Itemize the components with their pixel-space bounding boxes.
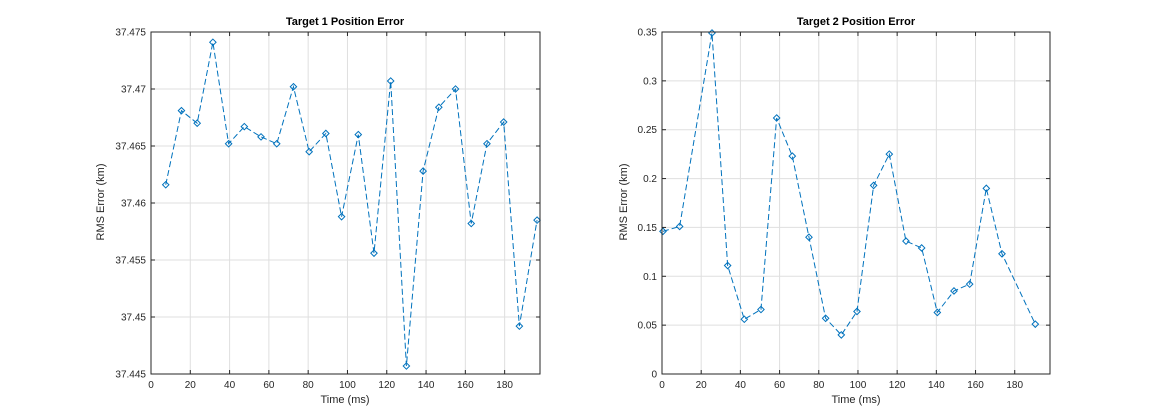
data-point xyxy=(805,233,813,242)
data-point xyxy=(1031,320,1040,329)
y-tick-label: 0.15 xyxy=(638,223,658,234)
data-point xyxy=(821,314,830,323)
y-tick-label: 37.465 xyxy=(115,142,146,153)
y-tick-label: 37.475 xyxy=(115,28,146,39)
data-point xyxy=(659,227,667,236)
x-tick-label: 120 xyxy=(378,380,395,391)
data-point xyxy=(515,322,524,331)
data-point xyxy=(272,139,281,148)
data-point xyxy=(772,114,781,122)
data-point xyxy=(419,167,428,175)
x-tick-label: 160 xyxy=(457,380,474,391)
y-tick-label: 0.1 xyxy=(643,272,657,283)
data-point xyxy=(354,130,363,139)
x-tick-label: 80 xyxy=(813,380,825,391)
x-tick-label: 80 xyxy=(303,380,315,391)
data-point xyxy=(386,77,395,85)
data-point xyxy=(257,132,265,141)
y-tick-label: 0 xyxy=(651,370,657,381)
data-point xyxy=(434,103,443,112)
data-point xyxy=(917,244,926,252)
data-point xyxy=(998,249,1006,258)
data-point xyxy=(370,249,378,258)
data-point xyxy=(208,38,217,47)
axes-box xyxy=(150,31,541,375)
x-tick-label: 20 xyxy=(696,380,708,391)
y-axis-label: RMS Error (km) xyxy=(95,164,107,241)
axes: 0 20 40 60 80 100 120 140 160 180 0 0.05 0.1 0.15 0.2 0… xyxy=(638,28,1051,391)
x-tick-label: 180 xyxy=(496,380,513,391)
x-tick-label: 40 xyxy=(735,380,747,391)
chart-title: Target 2 Position Error xyxy=(797,16,916,28)
data-point xyxy=(451,85,460,93)
data-point xyxy=(337,212,346,221)
data-point xyxy=(950,287,958,295)
data-point xyxy=(788,152,797,161)
plot-target-2: Target 2 Position Error Time (ms) RMS Er… xyxy=(618,16,1051,406)
y-tick-label: 37.47 xyxy=(121,85,146,96)
axes-box xyxy=(661,31,1051,375)
data-point xyxy=(161,180,170,189)
x-axis-label: Time (ms) xyxy=(320,394,369,406)
data-point xyxy=(321,129,330,138)
x-tick-label: 140 xyxy=(928,380,945,391)
y-tick-label: 0.25 xyxy=(638,125,658,136)
data-point xyxy=(224,139,233,148)
x-tick-label: 60 xyxy=(263,380,275,391)
y-tick-label: 0.05 xyxy=(638,321,658,332)
data-point xyxy=(902,237,910,246)
y-tick-label: 0.2 xyxy=(643,174,657,185)
data-point xyxy=(965,280,974,289)
y-tick-label: 37.45 xyxy=(121,313,146,324)
data-series xyxy=(659,29,1040,339)
y-tick-label: 37.46 xyxy=(121,199,146,210)
plot-target-1: Target 1 Position Error Time (ms) RMS Er… xyxy=(95,16,541,406)
x-tick-label: 40 xyxy=(224,380,236,391)
grid xyxy=(150,31,540,375)
chart-title: Target 1 Position Error xyxy=(286,16,405,28)
data-point xyxy=(483,139,491,148)
x-axis-label: Time (ms) xyxy=(831,394,880,406)
y-tick-label: 37.445 xyxy=(115,370,146,381)
data-point xyxy=(193,119,202,128)
x-tick-label: 160 xyxy=(967,380,984,391)
data-point xyxy=(885,150,894,159)
y-tick-label: 0.3 xyxy=(643,76,657,87)
x-tick-label: 140 xyxy=(418,380,435,391)
data-series xyxy=(161,38,541,370)
data-point xyxy=(402,362,411,370)
data-point xyxy=(675,222,684,231)
axes: 0 20 40 60 80 100 120 140 160 180 37.445 37.45 37.45… xyxy=(115,28,541,391)
data-point xyxy=(982,184,991,193)
x-tick-label: 180 xyxy=(1006,380,1023,391)
y-axis-label: RMS Error (km) xyxy=(618,164,630,241)
x-tick-label: 0 xyxy=(148,380,154,391)
y-tick-label: 0.35 xyxy=(638,28,658,39)
data-point xyxy=(240,122,249,131)
data-point xyxy=(853,307,861,316)
data-point xyxy=(467,219,476,228)
data-point xyxy=(723,261,732,270)
data-point xyxy=(305,147,314,156)
x-tick-label: 60 xyxy=(774,380,786,391)
x-tick-label: 20 xyxy=(185,380,197,391)
data-point xyxy=(177,106,186,115)
y-tick-label: 37.455 xyxy=(115,256,146,267)
data-point xyxy=(740,315,749,324)
x-tick-label: 0 xyxy=(659,380,665,391)
data-point xyxy=(533,216,541,225)
data-point xyxy=(289,82,298,91)
data-point xyxy=(757,305,765,314)
series-line xyxy=(165,42,538,367)
data-point xyxy=(837,331,846,339)
series-line xyxy=(662,32,1036,336)
x-tick-label: 100 xyxy=(850,380,867,391)
data-point xyxy=(869,181,878,190)
x-tick-label: 120 xyxy=(889,380,906,391)
data-point xyxy=(499,118,508,126)
x-tick-label: 100 xyxy=(339,380,356,391)
grid xyxy=(661,31,1050,375)
data-point xyxy=(933,308,942,317)
